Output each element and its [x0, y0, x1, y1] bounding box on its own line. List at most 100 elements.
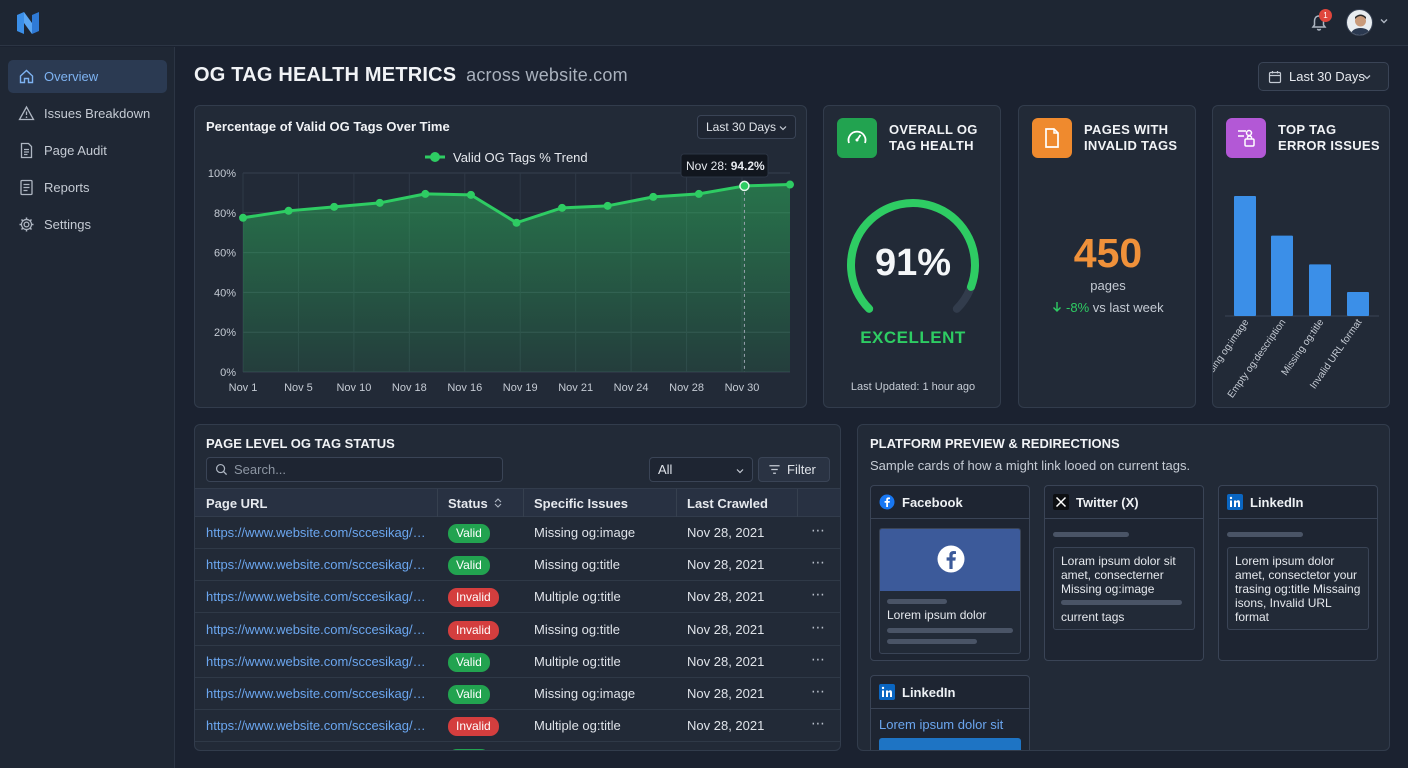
app-logo-icon[interactable] [14, 9, 42, 37]
facebook-preview-image [880, 529, 1020, 591]
page-url-link[interactable]: https://www.website.com/sccesikag/a/... [206, 653, 432, 669]
platform-subtitle: Sample cards of how a might link looed o… [870, 458, 1191, 473]
filter-button-label: Filter [787, 462, 816, 477]
more-options-icon[interactable]: ⋯ [811, 683, 826, 699]
linkedin-preview-image [879, 738, 1021, 750]
og-status-table-card: PAGE LEVEL OG TAG STATUS Search... All F… [194, 424, 841, 751]
more-options-icon[interactable]: ⋯ [811, 650, 826, 667]
date-range-select[interactable]: Last 30 Days [1258, 62, 1389, 91]
page-url-link[interactable]: https://www.website.com/sccesikag/s/... [206, 718, 432, 734]
more-options-icon[interactable]: ⋯ [811, 522, 826, 538]
page-url-link[interactable]: https://www.website.com/sccesikag/a/... [206, 589, 432, 605]
gear-icon [19, 217, 34, 232]
sidebar-item-reports[interactable]: Reports [8, 171, 167, 204]
legend-label: Valid OG Tags % Trend [453, 150, 588, 165]
tooltip-text: Nov 28: 94.2% [686, 159, 765, 173]
x-tick-label: Nov 18 [392, 382, 427, 394]
page-url-link[interactable]: https://www.website.com/sccesikag/s/... [206, 557, 432, 573]
notification-badge: 1 [1319, 9, 1332, 22]
linkedin-preview-card[interactable]: LinkedIn Lorem ipsum dolor amet, consect… [1218, 485, 1378, 661]
sort-icon[interactable] [494, 497, 502, 509]
data-point [739, 180, 750, 192]
twitter-name: Twitter (X) [1076, 494, 1139, 510]
sidebar-item-issues-breakdown[interactable]: Issues Breakdown [8, 97, 167, 130]
search-input[interactable]: Search... [206, 457, 503, 482]
user-avatar[interactable] [1346, 9, 1373, 36]
sidebar-item-settings[interactable]: Settings [8, 208, 167, 241]
facebook-preview-header: Facebook [871, 486, 1029, 519]
column-header-crawled[interactable]: Last Crawled [687, 496, 768, 511]
status-badge: Invalid [448, 717, 499, 737]
linkedin2-name: LinkedIn [902, 684, 956, 700]
linkedin-preview-header: LinkedIn [1219, 486, 1377, 519]
gauge-fill [847, 199, 979, 313]
data-point [421, 189, 430, 198]
page-url-link[interactable]: https://www.website.com/sccesikag/s/... [206, 525, 432, 540]
page-url-link[interactable]: https://www.website.com/sccesikag/s/... [206, 621, 432, 637]
chart-tooltip: Nov 28: 94.2% [680, 153, 769, 178]
facebook-logo-icon [937, 545, 965, 573]
status-badge: Valid [448, 556, 490, 576]
facebook-name: Facebook [902, 494, 963, 510]
y-tick-label: 60% [214, 248, 236, 260]
date-range-value: Last 30 Days [1289, 69, 1365, 84]
filter-button[interactable]: Filter [758, 457, 830, 482]
column-header-issues[interactable]: Specific Issues [534, 496, 628, 511]
sidebar-item-label: Overview [44, 69, 99, 84]
search-placeholder: Search... [234, 462, 287, 477]
sidebar-item-label: Settings [44, 217, 91, 232]
status-badge: Valid [448, 685, 490, 704]
page-subtitle: across website.com [466, 65, 628, 85]
table-row[interactable]: https://www.website.com/sccesikag/a/... V… [195, 646, 840, 678]
table-row[interactable]: https://www.website.com/sccesikag/s/... I… [195, 710, 840, 743]
last-crawled: Nov 28, 2021 [687, 718, 765, 734]
status-filter-select[interactable]: All [649, 457, 753, 482]
x-tick-label: Nov 1 [229, 382, 258, 394]
linkedin-link-header: LinkedIn [871, 676, 1029, 709]
twitter-preview-header: Twitter (X) [1045, 486, 1203, 519]
chevron-down-icon[interactable] [1378, 15, 1390, 27]
twitter-preview-card[interactable]: Twitter (X) Loram ipsum dolor sit amet, … [1044, 485, 1204, 661]
linkedin-preview-link[interactable]: Lorem ipsum dolor sit [879, 717, 1004, 732]
change-value: -8% [1066, 300, 1090, 315]
data-point [558, 203, 567, 212]
invalid-title-line2: INVALID TAGS [1084, 138, 1178, 153]
data-point [694, 189, 703, 198]
specific-issue: Missing og:image [534, 686, 636, 701]
sidebar-item-overview[interactable]: Overview [8, 60, 167, 93]
linkedin-link-preview-card[interactable]: LinkedIn Lorem ipsum dolor sit [870, 675, 1030, 750]
specific-issue: Missing og:image [534, 525, 636, 540]
more-options-icon[interactable]: ⋯ [811, 554, 826, 571]
column-header-status[interactable]: Status [448, 496, 488, 511]
more-options-icon[interactable]: ⋯ [811, 715, 826, 732]
table-row[interactable]: https://www.website.com/sccesikag/s/... V… [195, 549, 840, 582]
more-options-icon[interactable]: ⋯ [811, 586, 826, 603]
trend-chart-title: Percentage of Valid OG Tags Over Time [206, 119, 450, 134]
home-icon [19, 69, 34, 84]
chevron-down-icon [1363, 75, 1371, 80]
more-options-icon[interactable]: ⋯ [811, 618, 826, 635]
table-row[interactable]: https://www.website.com/sccesikag/s/... I… [195, 614, 840, 646]
tag-error-icon [1226, 118, 1266, 158]
trend-range-value: Last 30 Days [706, 120, 777, 134]
invalid-pages-unit: pages [1090, 278, 1126, 293]
page-url-link[interactable]: https://www.website.com/sccesikag/a/... [206, 686, 432, 701]
twitter-preview-box: Loram ipsum dolor sit amet, consecterner… [1053, 547, 1195, 630]
table-row[interactable]: https://www.website.com/sccesikag/a/... I… [195, 581, 840, 614]
sidebar: Overview Issues Breakdown Page Audit Rep… [0, 47, 175, 768]
column-header-url[interactable]: Page URL [206, 496, 268, 511]
x-tick-label: Nov 16 [447, 382, 482, 394]
calendar-icon [1268, 70, 1282, 83]
facebook-preview-card[interactable]: Facebook Lorem ipsum dolor [870, 485, 1030, 661]
facebook-icon [879, 494, 895, 510]
specific-issue: Multiple og:title [534, 718, 621, 734]
specific-issue: Missing og:title [534, 621, 620, 637]
table-row[interactable]: https://www.website.com/sccesikag/s/... V… [195, 517, 840, 549]
platform-title: PLATFORM PREVIEW & REDIRECTIONS [870, 436, 1120, 451]
sidebar-item-page-audit[interactable]: Page Audit [8, 134, 167, 167]
y-tick-label: 20% [214, 327, 236, 339]
table-row[interactable]: https://www.website.com/sccesikag/a/... V… [195, 678, 840, 710]
linkedin-preview-box: Lorem ipsum dolor amet, consectetor your… [1227, 547, 1369, 630]
trend-range-select[interactable]: Last 30 Days [697, 115, 796, 139]
